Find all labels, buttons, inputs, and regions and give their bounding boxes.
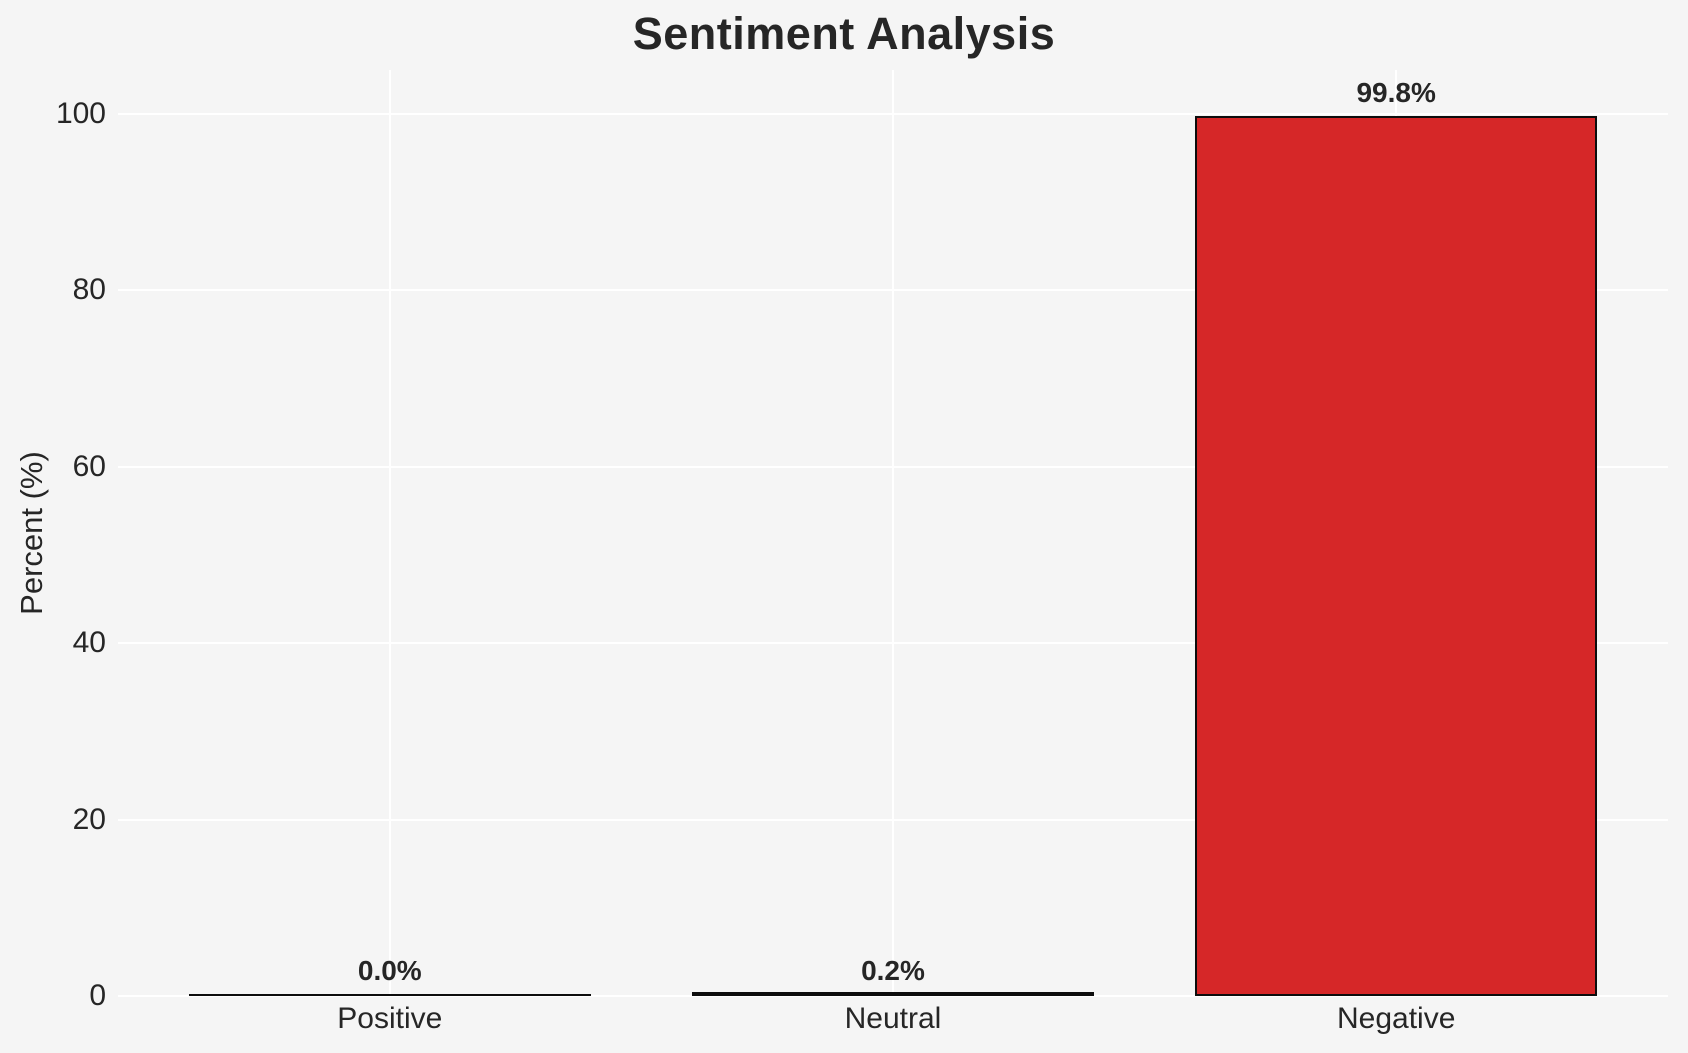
value-label-positive: 0.0% [357,955,422,986]
ytick-label-0: 0 [89,979,106,1012]
ytick-label-20: 20 [72,802,106,836]
gridline-y-0 [118,995,1668,997]
gridline-x-neutral [892,70,894,996]
plot-area: 0 20 40 60 80 100 0.0% Positive 0.2% Neutral 99.8%… [56,70,1668,1035]
bar-neutral [691,992,1095,996]
ytick-label-80: 80 [72,273,106,307]
chart-title: Sentiment Analysis [632,8,1056,59]
bar-negative [1194,115,1598,996]
xtick-label-neutral: Neutral [844,1002,942,1035]
bar-positive [188,994,592,996]
gridline-x-positive [388,70,391,996]
xtick-label-negative: Negative [1336,1002,1456,1035]
ytick-label-60: 60 [72,449,106,483]
value-label-neutral: 0.2% [861,955,925,986]
ytick-label-40: 40 [72,626,106,660]
xtick-label-positive: Positive [337,1002,443,1035]
ytick-label-100: 100 [55,97,106,131]
value-label-negative: 99.8% [1356,76,1436,108]
